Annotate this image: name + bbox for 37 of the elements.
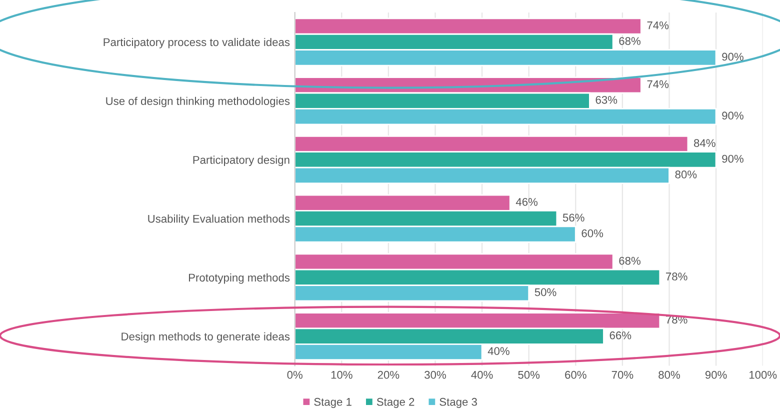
y-tick-label: Participatory process to validate ideas <box>104 38 290 48</box>
x-tick-label: 20% <box>378 370 400 379</box>
data-label: 68% <box>619 256 640 265</box>
x-tick-label: 70% <box>612 370 634 379</box>
x-tick-label: 0% <box>287 370 302 379</box>
data-label: 84% <box>694 139 716 147</box>
y-tick-label: Usability Evaluation methods <box>148 214 290 225</box>
y-tick-label: Participatory design <box>193 156 290 166</box>
data-label: 63% <box>596 96 618 104</box>
data-label: 90% <box>722 52 744 61</box>
y-tick-label: Design methods to generate ideas <box>122 332 290 343</box>
y-tick-label: Use of design thinking methodologies <box>106 96 290 108</box>
x-tick-label: 80% <box>658 370 680 379</box>
legend-label: Stage 2 <box>376 398 414 408</box>
data-label: 46% <box>516 198 538 206</box>
data-label: 90% <box>722 112 744 120</box>
data-label: 66% <box>610 331 632 340</box>
x-tick-label: 10% <box>331 370 352 379</box>
x-tick-label: 60% <box>565 370 586 379</box>
data-label: 78% <box>666 272 688 280</box>
data-label: 90% <box>722 154 744 163</box>
x-tick-label: 50% <box>518 370 540 379</box>
data-label: 80% <box>675 170 697 178</box>
data-label: 56% <box>562 214 584 222</box>
data-label: 74% <box>647 80 669 88</box>
data-label: 68% <box>619 37 640 45</box>
data-label: 50% <box>534 288 556 296</box>
data-label: 60% <box>582 229 604 238</box>
legend-label: Stage 3 <box>440 398 477 408</box>
y-tick-label: Prototyping methods <box>188 273 290 284</box>
x-tick-label: 90% <box>705 370 727 379</box>
legend-label: Stage 1 <box>314 398 352 408</box>
x-tick-label: 100% <box>749 370 777 379</box>
x-tick-label: 40% <box>471 370 493 379</box>
data-label: 74% <box>647 21 669 30</box>
data-label: 40% <box>488 347 510 355</box>
x-tick-label: 30% <box>424 370 446 379</box>
